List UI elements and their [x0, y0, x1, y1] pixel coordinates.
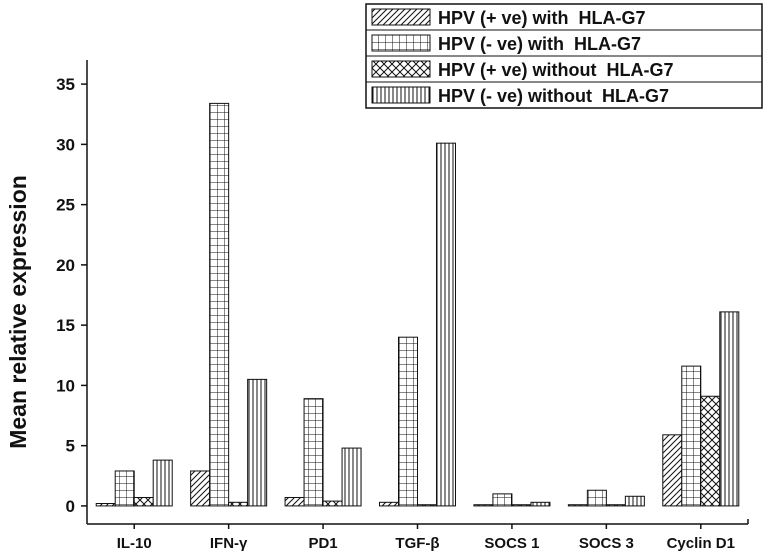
legend: HPV (+ ve) with HLA-G7 HPV (- ve) with HL…: [365, 3, 763, 109]
bar-grid: [398, 336, 418, 507]
bar-grid: [492, 493, 513, 507]
legend-label: HPV (- ve) without HLA-G7: [438, 86, 669, 106]
bar-diagonal-hatch: [473, 504, 494, 507]
x-tick-label: IL-10: [117, 535, 152, 552]
x-tick-label: IFN-γ: [210, 535, 248, 552]
legend-swatch: [371, 34, 431, 52]
bar-vertical-lines: [719, 311, 740, 507]
bar-crosshatch: [228, 501, 249, 507]
legend-label: HPV (+ ve) without HLA-G7: [438, 60, 674, 80]
bar-vertical-lines: [247, 378, 268, 507]
bar-crosshatch: [417, 504, 437, 507]
bar-vertical-lines: [624, 495, 645, 507]
bar-grid: [114, 470, 135, 507]
legend-swatch: [371, 8, 431, 26]
y-tick-label: 15: [56, 316, 75, 335]
legend-swatch: [371, 86, 431, 104]
bar-grid: [303, 398, 324, 507]
bars-group: [95, 102, 740, 507]
y-tick-label: 30: [56, 135, 75, 154]
bar-crosshatch: [133, 496, 154, 507]
legend-swatch: [371, 60, 431, 78]
y-axis-title: Mean relative expression: [5, 175, 31, 449]
x-tick-label: PD1: [308, 535, 337, 552]
bar-crosshatch: [322, 500, 343, 507]
y-tick-label: 5: [66, 437, 75, 456]
bar-crosshatch: [511, 504, 532, 507]
bar-diagonal-hatch: [95, 503, 116, 507]
bar-vertical-lines: [436, 142, 456, 507]
bar-diagonal-hatch: [567, 504, 588, 507]
x-tick-label: SOCS 3: [579, 535, 634, 552]
axes: 0 5 10 15 20 25 30 35 IL-10 IFN-γ PD1 TGF-β SOCS 1 SO…: [56, 60, 749, 552]
bar-crosshatch: [605, 504, 626, 507]
x-tick-label: Cyclin D1: [667, 535, 735, 552]
x-tick-label: SOCS 1: [484, 535, 539, 552]
y-tick-label: 0: [66, 497, 75, 516]
bar-vertical-lines: [152, 459, 173, 507]
y-tick-label: 25: [56, 196, 75, 215]
bar-diagonal-hatch: [662, 434, 683, 507]
bar-diagonal-hatch: [284, 496, 305, 507]
bar-crosshatch: [700, 395, 721, 507]
bar-diagonal-hatch: [379, 501, 399, 507]
bar-grid: [586, 489, 607, 507]
bar-vertical-lines: [341, 447, 362, 507]
legend-label: HPV (+ ve) with HLA-G7: [438, 8, 646, 28]
bar-grid: [209, 102, 230, 507]
y-tick-label: 10: [56, 376, 75, 395]
x-tick-label: TGF-β: [395, 535, 439, 552]
bar-grid: [681, 365, 702, 507]
y-tick-label: 20: [56, 256, 75, 275]
y-tick-label: 35: [56, 75, 75, 94]
legend-label: HPV (- ve) with HLA-G7: [438, 34, 641, 54]
bar-vertical-lines: [530, 501, 551, 507]
bar-diagonal-hatch: [190, 470, 211, 507]
